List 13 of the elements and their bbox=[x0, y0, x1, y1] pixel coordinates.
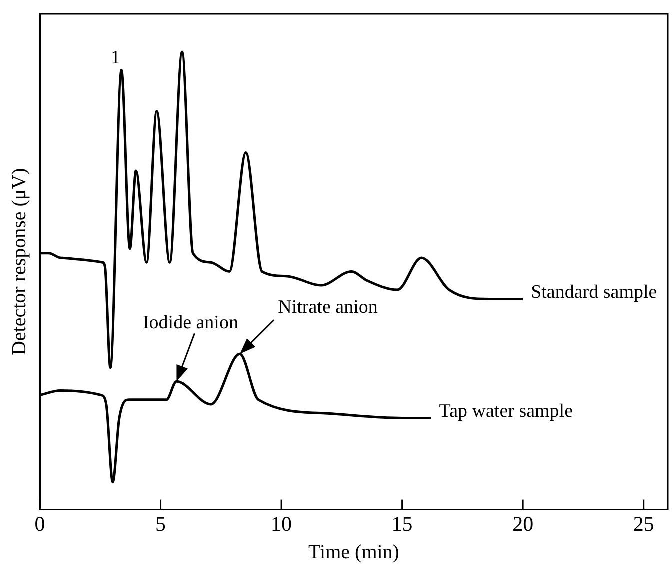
x-tick-label: 20 bbox=[512, 512, 534, 536]
series-label: Tap water sample bbox=[439, 401, 574, 422]
annotation: Iodide anion bbox=[142, 312, 239, 334]
annotation: 1 bbox=[110, 47, 120, 68]
x-tick-label: 5 bbox=[156, 512, 166, 536]
series-label: Standard sample bbox=[531, 282, 658, 304]
annotation: Nitrate anion bbox=[278, 297, 378, 318]
x-tick-label: 0 bbox=[34, 512, 46, 536]
y-axis-title: Detector response (μV) bbox=[8, 168, 30, 356]
x-tick-label: 25 bbox=[633, 512, 654, 536]
x-tick-label: 15 bbox=[392, 512, 413, 536]
x-axis-title: Time (min) bbox=[308, 541, 400, 564]
x-tick-label: 10 bbox=[271, 512, 292, 536]
